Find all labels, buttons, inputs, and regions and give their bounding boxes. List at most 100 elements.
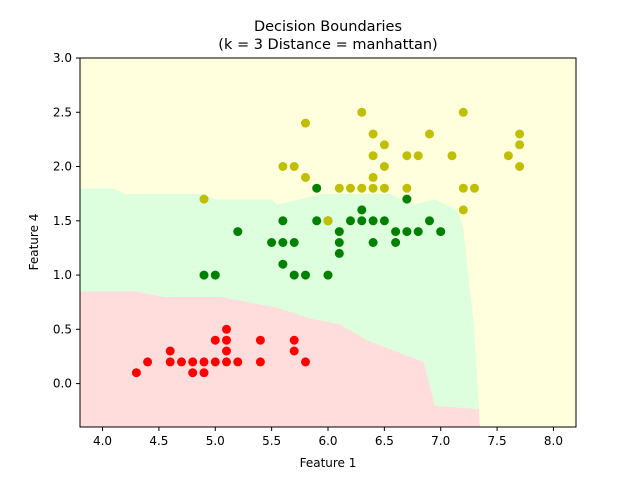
- data-point: [312, 183, 322, 193]
- data-point: [368, 129, 378, 139]
- axis-ticks: 4.0 4.5 5.0 5.5 6.0 6.5 7.0 7.5 8.0 0.0 0.5 1.0 1.5 2…: [53, 51, 563, 448]
- data-point: [222, 335, 231, 345]
- data-point: [368, 172, 378, 182]
- chart-subtitle: (k = 3 Distance = manhattan): [218, 37, 437, 53]
- data-point: [312, 216, 322, 226]
- data-point: [177, 357, 186, 367]
- data-point: [425, 216, 434, 226]
- data-point: [289, 238, 299, 247]
- data-point: [210, 357, 220, 367]
- data-point: [357, 216, 367, 226]
- data-point: [357, 205, 367, 215]
- chart-title: Decision Boundaries: [254, 19, 402, 35]
- data-point: [334, 238, 344, 247]
- x-axis-label: Feature 1: [300, 456, 357, 470]
- data-point: [289, 335, 299, 345]
- data-point: [222, 357, 231, 367]
- data-point: [278, 216, 288, 226]
- data-point: [503, 151, 513, 161]
- data-point: [199, 270, 209, 280]
- data-point: [210, 335, 220, 345]
- x-tick-label: 5.5: [262, 434, 281, 448]
- data-point: [255, 357, 265, 367]
- data-point: [188, 368, 198, 378]
- data-point: [447, 151, 457, 161]
- data-point: [357, 183, 367, 193]
- data-point: [402, 194, 412, 204]
- data-point: [346, 216, 355, 226]
- data-point: [391, 238, 401, 247]
- data-point: [368, 216, 378, 226]
- data-point: [199, 368, 209, 378]
- data-point: [458, 183, 468, 193]
- data-point: [368, 238, 378, 247]
- y-tick-label: 3.0: [53, 51, 72, 65]
- data-point: [470, 183, 479, 193]
- data-point: [402, 183, 412, 193]
- data-point: [334, 227, 344, 237]
- data-point: [402, 151, 412, 161]
- data-point: [368, 151, 378, 161]
- data-point: [515, 129, 525, 139]
- data-point: [425, 129, 434, 139]
- data-point: [413, 151, 423, 161]
- data-point: [165, 357, 175, 367]
- data-point: [323, 270, 333, 280]
- data-point: [334, 248, 344, 258]
- data-point: [368, 183, 378, 193]
- data-point: [222, 346, 231, 356]
- data-point: [278, 238, 288, 247]
- data-point: [278, 259, 288, 269]
- y-axis-label: Feature 4: [27, 214, 41, 271]
- data-point: [301, 270, 310, 280]
- data-point: [301, 357, 310, 367]
- y-tick-label: 2.5: [53, 105, 72, 119]
- y-tick-label: 2.0: [53, 160, 72, 174]
- data-point: [379, 162, 389, 171]
- data-point: [210, 270, 220, 280]
- data-point: [458, 205, 468, 215]
- data-point: [199, 357, 209, 367]
- data-point: [199, 194, 209, 204]
- x-tick-label: 6.0: [318, 434, 337, 448]
- y-tick-label: 0.0: [53, 377, 72, 391]
- data-point: [267, 238, 277, 247]
- data-points: [131, 107, 525, 378]
- x-tick-label: 7.5: [488, 434, 507, 448]
- data-point: [255, 335, 265, 345]
- data-point: [413, 227, 423, 237]
- data-point: [289, 346, 299, 356]
- data-point: [301, 118, 310, 128]
- data-point: [301, 172, 310, 182]
- data-point: [379, 183, 389, 193]
- data-point: [233, 227, 243, 237]
- data-point: [379, 140, 389, 150]
- data-point: [165, 346, 175, 356]
- data-point: [391, 227, 401, 237]
- data-point: [436, 227, 446, 237]
- x-tick-label: 6.5: [375, 434, 394, 448]
- data-point: [346, 183, 355, 193]
- data-point: [289, 162, 299, 171]
- data-point: [233, 357, 243, 367]
- x-tick-label: 8.0: [544, 434, 563, 448]
- data-point: [143, 357, 153, 367]
- data-point: [131, 368, 141, 378]
- data-point: [458, 107, 468, 117]
- decision-regions: [79, 57, 577, 428]
- x-tick-label: 4.5: [149, 434, 168, 448]
- data-point: [515, 162, 525, 171]
- data-point: [222, 324, 231, 334]
- y-tick-label: 1.0: [53, 268, 72, 282]
- y-tick-label: 1.5: [53, 214, 72, 228]
- data-point: [515, 140, 525, 150]
- data-point: [278, 162, 288, 171]
- data-point: [188, 357, 198, 367]
- data-point: [357, 107, 367, 117]
- data-point: [323, 216, 333, 226]
- x-tick-label: 4.0: [93, 434, 112, 448]
- data-point: [289, 270, 299, 280]
- x-tick-label: 7.0: [431, 434, 450, 448]
- data-point: [334, 183, 344, 193]
